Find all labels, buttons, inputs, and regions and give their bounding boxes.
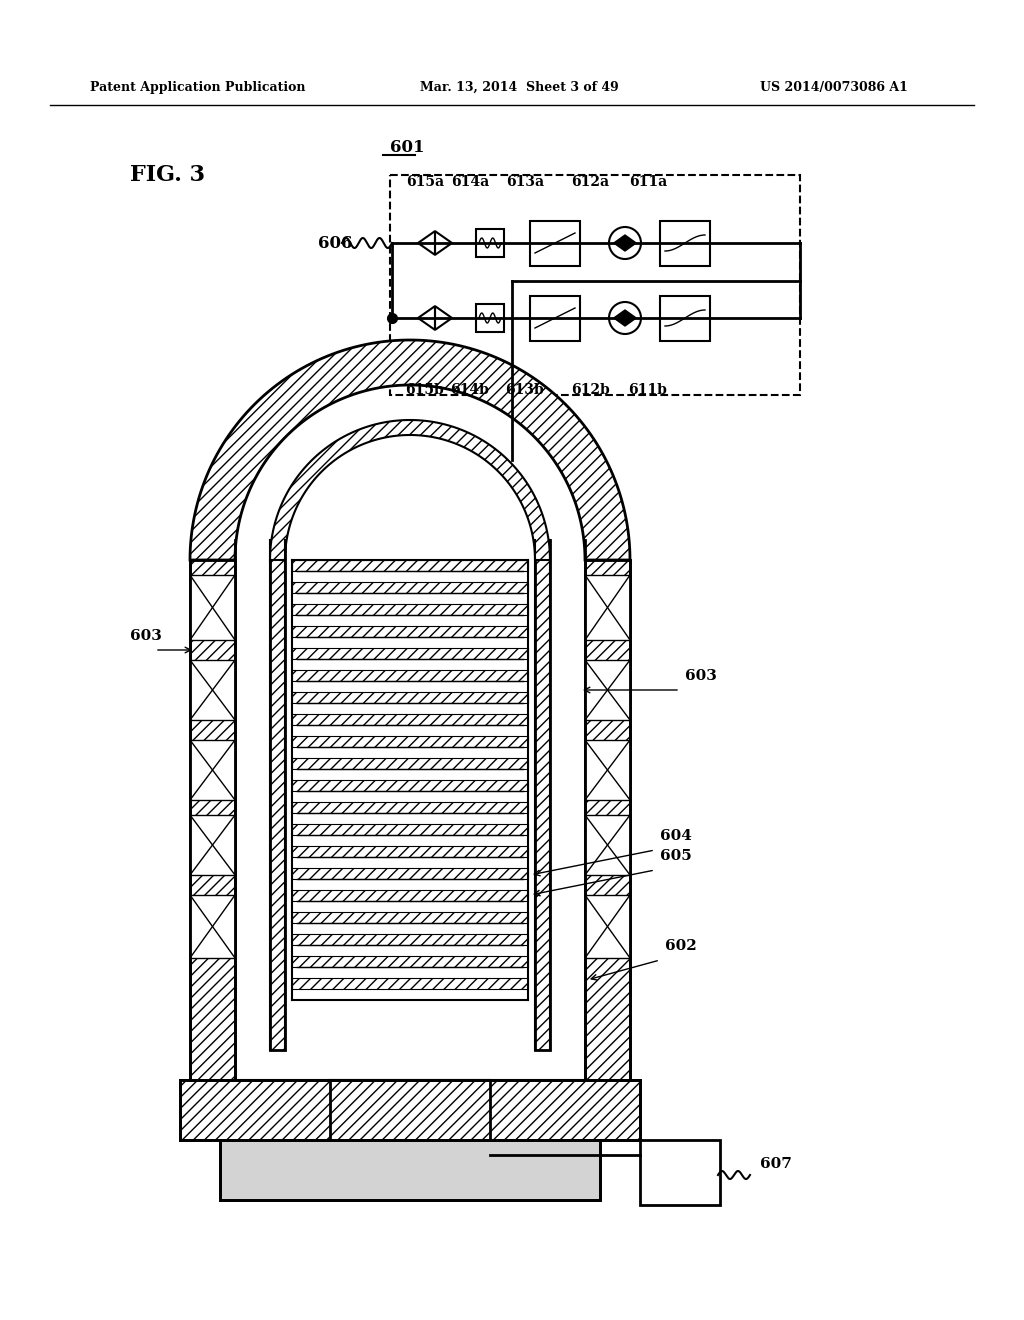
Bar — [292, 758, 528, 770]
Text: 603: 603 — [685, 669, 717, 682]
Bar — [292, 846, 528, 857]
Text: 614b: 614b — [451, 383, 489, 397]
Bar — [640, 1140, 720, 1205]
Bar — [585, 576, 630, 640]
Text: 614a: 614a — [451, 176, 489, 189]
Text: 605: 605 — [660, 849, 692, 863]
Text: US 2014/0073086 A1: US 2014/0073086 A1 — [760, 81, 908, 94]
Text: 601: 601 — [390, 140, 425, 157]
Bar — [292, 890, 528, 902]
Bar — [190, 576, 234, 640]
Bar — [292, 648, 528, 659]
Polygon shape — [270, 420, 550, 560]
Polygon shape — [190, 341, 630, 560]
Bar — [292, 737, 528, 747]
Bar — [292, 978, 528, 989]
Text: FIG. 3: FIG. 3 — [130, 164, 205, 186]
Bar — [292, 605, 528, 615]
Bar — [660, 220, 710, 265]
Bar — [530, 220, 580, 265]
Text: 606: 606 — [318, 235, 352, 252]
Text: 611b: 611b — [629, 383, 668, 397]
Bar — [190, 560, 234, 1080]
Text: Patent Application Publication: Patent Application Publication — [90, 81, 305, 94]
Bar — [292, 714, 528, 725]
Bar — [476, 228, 504, 257]
Bar — [585, 814, 630, 875]
Bar — [270, 540, 285, 1049]
Bar — [292, 935, 528, 945]
Bar — [292, 912, 528, 923]
Bar — [180, 1080, 640, 1140]
Text: 603: 603 — [130, 630, 162, 643]
Polygon shape — [613, 235, 625, 251]
Text: 612a: 612a — [571, 176, 609, 189]
Bar — [476, 304, 504, 333]
Text: 602: 602 — [665, 939, 696, 953]
Text: 615a: 615a — [406, 176, 444, 189]
Bar — [292, 780, 528, 791]
Text: 612b: 612b — [570, 383, 609, 397]
Text: Mar. 13, 2014  Sheet 3 of 49: Mar. 13, 2014 Sheet 3 of 49 — [420, 81, 618, 94]
Text: 615b: 615b — [406, 383, 444, 397]
Bar — [585, 895, 630, 958]
Bar — [190, 660, 234, 719]
Bar — [220, 1140, 600, 1200]
Text: 604: 604 — [660, 829, 692, 843]
Text: 613a: 613a — [506, 176, 544, 189]
Bar — [190, 741, 234, 800]
Text: 611a: 611a — [629, 176, 667, 189]
Bar — [292, 626, 528, 638]
Bar — [660, 296, 710, 341]
Bar — [292, 671, 528, 681]
Bar — [292, 692, 528, 704]
Bar — [292, 803, 528, 813]
Bar — [292, 824, 528, 836]
Bar — [535, 540, 550, 1049]
Bar — [292, 582, 528, 593]
Bar — [292, 956, 528, 968]
Polygon shape — [613, 310, 625, 326]
Bar — [585, 560, 630, 1080]
Bar — [292, 560, 528, 572]
Bar — [292, 869, 528, 879]
Polygon shape — [625, 235, 636, 251]
Polygon shape — [625, 310, 636, 326]
Bar — [190, 895, 234, 958]
Bar — [585, 741, 630, 800]
Bar — [190, 814, 234, 875]
Text: 613b: 613b — [506, 383, 545, 397]
Text: 607: 607 — [760, 1158, 792, 1171]
Bar — [530, 296, 580, 341]
Bar — [585, 660, 630, 719]
